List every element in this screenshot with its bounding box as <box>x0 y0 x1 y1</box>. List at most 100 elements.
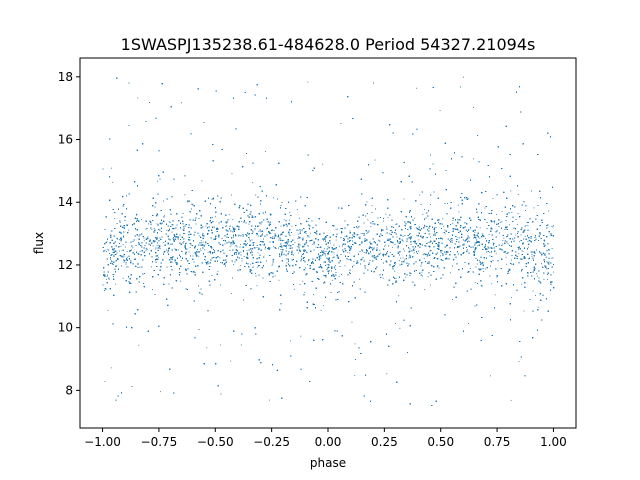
data-point <box>436 266 438 268</box>
data-point <box>145 247 147 249</box>
data-point <box>389 233 391 235</box>
data-point <box>424 224 425 226</box>
data-point <box>473 106 474 108</box>
data-point <box>141 218 142 220</box>
data-point <box>228 230 230 232</box>
data-point <box>126 251 128 252</box>
data-point <box>434 230 435 232</box>
data-point <box>283 219 285 221</box>
data-point <box>395 224 397 225</box>
data-point <box>233 264 234 266</box>
data-point <box>293 288 295 290</box>
data-point <box>230 360 232 362</box>
data-point <box>325 236 327 238</box>
data-point <box>331 279 333 281</box>
data-point <box>528 258 529 260</box>
data-point <box>501 221 503 223</box>
data-point <box>183 241 185 242</box>
data-point <box>478 244 480 246</box>
data-point <box>405 276 407 278</box>
data-point <box>120 245 122 247</box>
data-point <box>200 240 202 242</box>
data-point <box>421 271 423 273</box>
data-point <box>491 283 493 285</box>
data-point <box>373 248 375 250</box>
data-point <box>474 282 476 283</box>
data-point <box>273 197 274 199</box>
data-point <box>422 254 424 256</box>
data-point <box>498 226 500 227</box>
data-point <box>521 283 523 285</box>
data-point <box>400 257 401 259</box>
data-point <box>511 259 512 261</box>
data-point <box>496 276 498 278</box>
data-point <box>205 225 207 227</box>
data-point <box>156 245 158 247</box>
data-point <box>147 223 149 225</box>
data-point <box>186 242 187 244</box>
data-point <box>305 251 307 253</box>
data-point <box>385 213 387 215</box>
data-point <box>188 251 190 253</box>
data-point <box>444 229 446 231</box>
data-point <box>296 246 298 248</box>
data-point <box>527 241 529 243</box>
data-point <box>404 259 405 261</box>
data-point <box>458 211 460 213</box>
data-point <box>168 221 170 222</box>
data-point <box>423 258 425 260</box>
data-point <box>220 262 222 263</box>
data-point <box>367 219 369 221</box>
data-point <box>330 242 331 244</box>
data-point <box>296 209 298 210</box>
data-point <box>389 252 391 253</box>
data-point <box>332 257 334 259</box>
data-point <box>525 225 527 226</box>
data-point <box>536 273 538 275</box>
data-point <box>173 239 175 241</box>
data-point <box>349 252 351 254</box>
data-point <box>439 110 441 111</box>
data-point <box>153 228 155 229</box>
data-point <box>313 269 315 271</box>
data-point <box>525 210 526 211</box>
data-point <box>528 239 530 241</box>
data-point <box>553 271 555 273</box>
data-point <box>110 367 112 369</box>
data-point <box>298 230 300 232</box>
data-point <box>241 260 243 262</box>
data-point <box>280 234 282 236</box>
data-point <box>182 229 184 231</box>
data-point <box>260 231 262 233</box>
data-point <box>255 194 257 196</box>
data-point <box>501 210 503 212</box>
data-point <box>383 220 384 222</box>
data-point <box>426 254 428 255</box>
data-point <box>294 242 296 244</box>
data-point <box>256 247 258 248</box>
data-point <box>310 232 311 234</box>
data-point <box>408 257 410 259</box>
data-point <box>240 265 242 266</box>
data-point <box>106 241 108 243</box>
data-point <box>315 246 317 248</box>
data-point <box>257 252 259 254</box>
data-point <box>205 259 207 261</box>
data-point <box>409 254 410 256</box>
data-point <box>489 255 491 257</box>
data-point <box>457 223 459 225</box>
data-point <box>333 248 335 250</box>
data-point <box>255 273 256 274</box>
data-point <box>463 76 464 78</box>
data-point <box>441 253 443 254</box>
data-point <box>207 251 209 253</box>
data-point <box>207 263 209 265</box>
data-point <box>132 247 134 249</box>
data-point <box>503 237 505 239</box>
data-point <box>395 263 397 265</box>
data-point <box>198 255 200 257</box>
data-point <box>257 266 258 268</box>
data-point <box>352 243 354 245</box>
data-point <box>515 234 517 236</box>
